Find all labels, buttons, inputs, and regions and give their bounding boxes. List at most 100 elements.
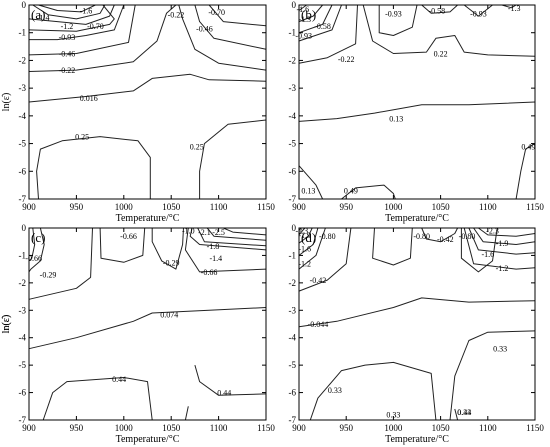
y-tick-label: -5 — [19, 360, 27, 370]
y-tick-label: -1 — [289, 28, 297, 38]
x-tick-label: 950 — [70, 423, 84, 433]
contour-line-11 — [28, 73, 267, 103]
contour-label: -1.4 — [209, 254, 222, 263]
contour-line-6 — [28, 4, 136, 56]
panel-3: -0.66 -0.29 -0.66 -1.0 -2.1 -2.5 -1.8 -1.4 -0.29… — [1, 223, 275, 445]
contour-label: -1.0 — [182, 227, 195, 236]
x-tick-label: 1050 — [432, 202, 451, 212]
contour-label: 0.44 — [457, 408, 471, 417]
contour-line-10 — [478, 227, 536, 237]
y-tick-label: -5 — [289, 139, 297, 149]
contour-line-4 — [298, 4, 342, 42]
contour-lines — [28, 4, 267, 200]
contour-line-12 — [36, 136, 151, 200]
contour-line-7 — [372, 227, 413, 266]
contour-line-10 — [184, 227, 267, 273]
contour-label: 0.33 — [457, 408, 471, 417]
contour-label: -0.93 — [59, 33, 76, 42]
contour-line-3 — [298, 4, 333, 34]
contour-line-3 — [28, 4, 115, 25]
contour-line-3 — [298, 227, 313, 244]
x-axis-label: Temperature/°C — [385, 434, 449, 445]
contour-line-2 — [28, 227, 45, 273]
contour-label: -0.66 — [25, 254, 42, 263]
x-tick-label: 900 — [292, 423, 306, 433]
y-tick-label: -3 — [289, 83, 297, 93]
x-tick-label: 950 — [339, 423, 353, 433]
contour-label: 0.33 — [328, 386, 342, 395]
contour-label: -0.93 — [295, 32, 312, 41]
contour-label: -0.42 — [437, 235, 454, 244]
contour-labels: -2.3-1.9 -0.80-1.6-1.2-0.42-0.80 -0.42 -0.8… — [295, 227, 508, 420]
y-axis-label: ln(ε̇) — [1, 315, 12, 334]
y-axis-label: ln(ε̇) — [1, 93, 12, 112]
contour-label: -1.9 — [496, 239, 509, 248]
contour-label: -0.66 — [201, 268, 218, 277]
contour-lines — [298, 4, 536, 200]
x-tick-label: 950 — [70, 202, 84, 212]
contour-line-9 — [223, 227, 267, 236]
contour-line-6 — [298, 227, 352, 292]
contour-label: 0.016 — [80, 94, 98, 103]
contour-line-9 — [194, 4, 267, 50]
y-tick-label: -7 — [289, 194, 297, 204]
x-tick-label: 1000 — [384, 202, 403, 212]
x-tick-label: 1150 — [526, 202, 544, 212]
plot-frame — [28, 4, 267, 200]
contour-line-1 — [28, 227, 36, 262]
x-tick-label: 900 — [22, 423, 36, 433]
y-tick-label: -3 — [289, 305, 297, 315]
panel-label: (a) — [31, 7, 45, 22]
contour-line-13 — [194, 364, 267, 396]
x-tick-label: 1000 — [384, 423, 403, 433]
contour-label: -0.22 — [338, 55, 355, 64]
contour-line-15 — [309, 361, 437, 421]
contour-line-5 — [28, 227, 93, 300]
y-tick-label: -3 — [19, 305, 27, 315]
contour-label: -2.3 — [295, 227, 308, 236]
contour-line-5 — [298, 4, 358, 64]
contour-label: -0.93 — [385, 9, 402, 18]
contour-line-5 — [29, 4, 125, 41]
x-tick-label: 1150 — [257, 423, 275, 433]
panel-4: -2.3-1.9 -0.80-1.6-1.2-0.42-0.80 -0.42 -0.8… — [1, 223, 544, 445]
contour-label: -1.4 — [37, 14, 50, 23]
contour-line-8 — [206, 227, 267, 241]
y-tick-label: -7 — [19, 194, 27, 204]
y-tick-label: -1 — [289, 250, 297, 260]
contour-line-14 — [184, 406, 189, 421]
contour-label: -0.46 — [59, 50, 76, 59]
contour-label: -0.22 — [59, 66, 76, 75]
contour-label: 0.33 — [386, 411, 400, 420]
y-tick-label: -5 — [289, 360, 297, 370]
y-tick-label: -4 — [19, 111, 27, 121]
contour-line-11 — [473, 227, 536, 245]
contour-label: -0.93 — [470, 9, 487, 18]
contour-line-8 — [178, 4, 267, 71]
contour-line-11 — [28, 307, 267, 350]
contour-label: -0.66 — [120, 232, 137, 241]
y-tick-label: -7 — [19, 415, 27, 425]
plot-frame — [298, 4, 536, 200]
contour-label: -1.2 — [61, 22, 74, 31]
x-axis-label: Temperature/°C — [385, 213, 449, 224]
contour-label: 0.22 — [434, 50, 448, 59]
contour-line-2 — [32, 4, 106, 20]
x-tick-label: 1050 — [162, 202, 181, 212]
contour-line-9 — [460, 227, 498, 273]
x-tick-label: 1100 — [479, 202, 497, 212]
contour-label: -0.70 — [208, 8, 225, 17]
contour-label: -0.70 — [87, 22, 104, 31]
contour-line-5 — [298, 227, 326, 270]
contour-line-6 — [189, 227, 267, 251]
contour-line-10 — [208, 4, 267, 27]
contour-line-13 — [341, 184, 396, 200]
x-tick-label: 1100 — [210, 202, 228, 212]
y-tick-label: -6 — [19, 388, 27, 398]
x-tick-label: 900 — [292, 202, 306, 212]
contour-line-6 — [378, 4, 418, 36]
contour-line-11 — [298, 101, 536, 122]
contour-line-17 — [454, 408, 459, 421]
contour-line-8 — [421, 227, 459, 243]
